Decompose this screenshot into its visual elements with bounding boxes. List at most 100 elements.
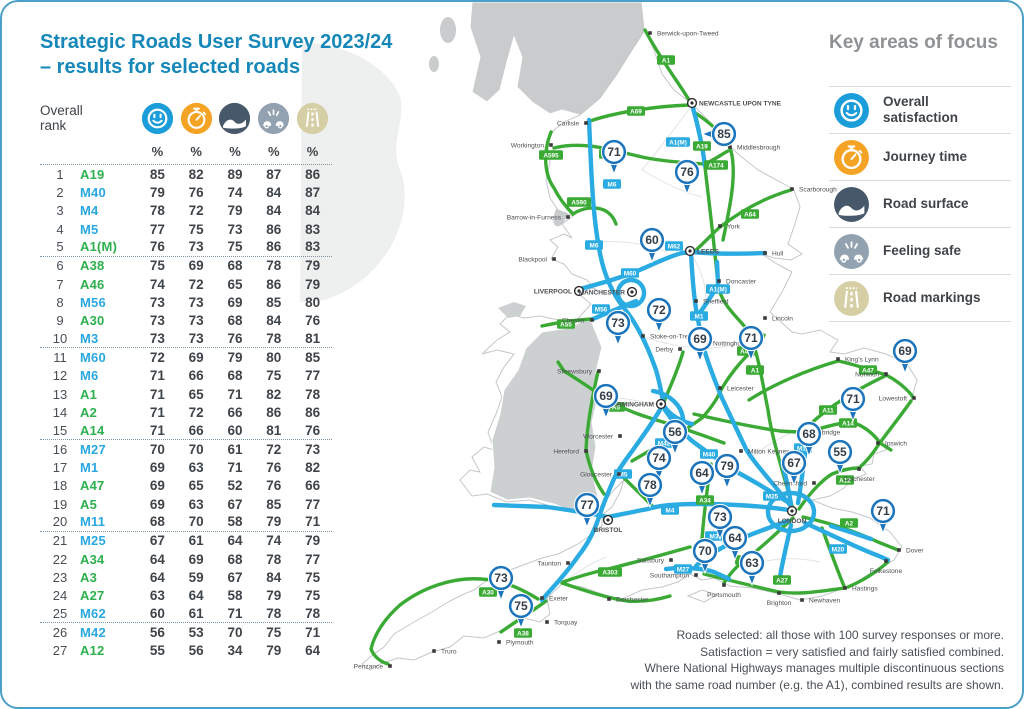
value-feeling-safe: 86 [266, 239, 282, 255]
svg-text:60: 60 [645, 233, 659, 247]
road-badge-M27: M27 [674, 564, 692, 574]
map-pin-M11: 68 [795, 420, 823, 458]
map-road-m5 [539, 405, 664, 603]
value-feeling-safe: 82 [266, 386, 282, 402]
svg-text:A1(M): A1(M) [709, 286, 727, 293]
rank-value: 4 [56, 221, 64, 237]
rank-value: 10 [52, 331, 68, 347]
value-feeling-safe: 78 [266, 551, 282, 567]
svg-text:Nottingham: Nottingham [713, 340, 747, 347]
map-pin-A19: 85 [700, 120, 738, 148]
overall-satisfaction-icon [834, 92, 869, 128]
road-name: M1 [80, 459, 99, 475]
value-road-markings: 79 [305, 533, 321, 549]
table-row-A5: 19 A5 69 63 67 85 77 [40, 495, 332, 513]
value-road-surface: 65 [227, 276, 243, 292]
svg-text:Derby: Derby [655, 346, 673, 353]
city-marker-folkestone: Folkestone [870, 559, 902, 575]
value-overall-satisfaction: 64 [149, 569, 165, 585]
value-journey-time: 69 [188, 349, 204, 365]
value-journey-time: 76 [188, 184, 204, 200]
svg-text:79: 79 [720, 459, 734, 473]
city-marker-dover: Dover [897, 547, 924, 554]
city-marker-middlesbrough: Middlesbrough [728, 144, 781, 151]
svg-text:M60: M60 [624, 270, 637, 277]
svg-text:A34: A34 [699, 497, 711, 504]
svg-text:74: 74 [652, 451, 666, 465]
road-badge-M60: M60 [621, 268, 639, 278]
value-feeling-safe: 78 [266, 331, 282, 347]
map-road-a595 [544, 130, 575, 216]
road-badge-A1: A1 [746, 365, 764, 375]
road-badge-M6: M6 [603, 179, 621, 189]
map-pin-M42: 56 [661, 418, 689, 456]
svg-text:Lincoln: Lincoln [772, 315, 793, 322]
rank-value: 17 [52, 459, 68, 475]
rank-value: 12 [52, 368, 68, 384]
road-badge-A303: A303 [598, 567, 622, 577]
map-pin-A30: 73 [487, 564, 515, 602]
value-road-surface: 69 [227, 294, 243, 310]
footnote-line: Satisfaction = very satisfied and fairly… [700, 644, 1004, 659]
svg-text:77: 77 [580, 498, 594, 512]
value-journey-time: 53 [188, 624, 204, 640]
value-journey-time: 56 [188, 643, 204, 659]
svg-text:55: 55 [833, 445, 847, 459]
value-journey-time: 69 [188, 258, 204, 274]
city-marker-york: York [718, 223, 741, 230]
rank-value: 11 [53, 349, 67, 365]
city-marker-portsmouth: Portsmouth [707, 583, 741, 599]
road-badge-A30: A30 [479, 587, 497, 597]
road-name: M56 [80, 294, 106, 310]
svg-text:73: 73 [494, 571, 508, 585]
value-road-markings: 78 [305, 386, 321, 402]
journey-time-icon [180, 102, 212, 134]
table-row-M27: 16 M27 70 70 61 72 73 [40, 440, 332, 458]
map-pin-M4: 78 [636, 471, 664, 509]
rank-value: 23 [52, 569, 68, 585]
value-feeling-safe: 76 [266, 459, 282, 475]
map-pin-A12: 55 [826, 438, 854, 476]
anglesey-island [498, 302, 526, 318]
svg-text:A1: A1 [662, 57, 671, 64]
table-row-M4: 3 M4 78 72 79 84 84 [40, 202, 332, 220]
value-road-surface: 64 [227, 533, 243, 549]
table-row-A1(M): 5 A1(M) 76 73 75 86 83 [40, 238, 332, 257]
svg-text:67: 67 [787, 456, 801, 470]
city-marker-taunton: Taunton [538, 560, 570, 567]
svg-text:Lowestoft: Lowestoft [879, 395, 907, 402]
column-header-overall-satisfaction [138, 102, 177, 135]
rank-value: 26 [52, 624, 68, 640]
svg-text:M56: M56 [595, 306, 608, 313]
map-road-a19 [692, 110, 735, 242]
svg-text:M40: M40 [703, 451, 716, 458]
svg-text:A47: A47 [862, 367, 874, 374]
svg-text:68: 68 [802, 427, 816, 441]
city-marker-sheffield: Sheffield [694, 298, 729, 305]
city-marker-brighton: Brighton [767, 591, 792, 607]
value-road-markings: 71 [305, 514, 321, 530]
road-name: A46 [80, 276, 105, 292]
road-name: M5 [80, 221, 99, 237]
city-marker-hereford: Hereford [553, 448, 588, 455]
road-badge-A1: A1 [657, 55, 675, 65]
percent-symbol-road-surface: % [229, 143, 241, 159]
svg-text:Dorchester: Dorchester [616, 596, 649, 603]
svg-text:King's Lynn: King's Lynn [845, 356, 879, 363]
value-road-markings: 77 [305, 551, 321, 567]
svg-text:Torquay: Torquay [554, 619, 578, 626]
svg-text:A38: A38 [517, 630, 529, 637]
road-name: A1(M) [80, 239, 118, 255]
map-pin-A5: 69 [592, 382, 620, 420]
svg-text:BIRMINGHAM: BIRMINGHAM [610, 401, 654, 408]
rank-value: 24 [52, 588, 68, 604]
city-marker-truro: Truro [432, 648, 457, 655]
city-marker-liverpool: LIVERPOOL [534, 285, 585, 297]
legend-label: Road markings [883, 290, 981, 305]
road-name: A30 [80, 313, 105, 329]
svg-text:A30: A30 [482, 589, 494, 596]
map-pin-M60: 72 [645, 296, 673, 334]
svg-text:A19: A19 [696, 143, 708, 150]
map-pin-M6: 71 [600, 138, 628, 176]
svg-text:71: 71 [744, 331, 758, 345]
